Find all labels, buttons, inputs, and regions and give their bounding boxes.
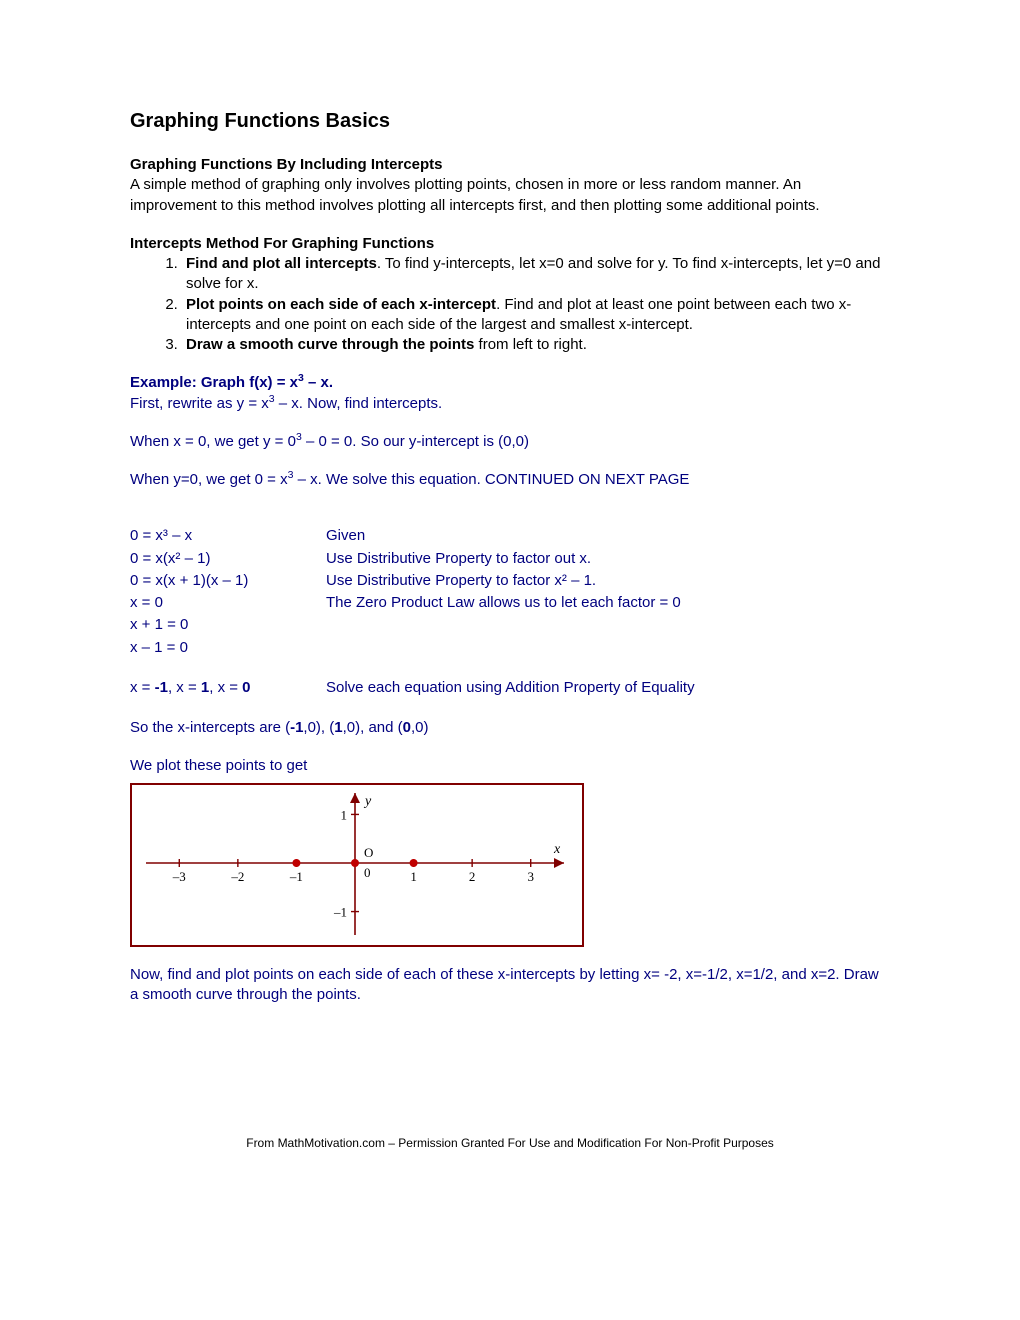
graph-svg: –3 –2 –1 1 2 3 0 O –1 1 x y [132, 785, 582, 945]
svg-text:3: 3 [527, 869, 534, 884]
step-3: Draw a smooth curve through the points f… [182, 335, 890, 355]
svg-text:–3: –3 [172, 869, 186, 884]
svg-text:O: O [364, 845, 373, 860]
svg-text:–1: –1 [289, 869, 303, 884]
page-title: Graphing Functions Basics [130, 110, 890, 133]
example-line-2: When x = 0, we get y = 03 – 0 = 0. So ou… [130, 432, 890, 452]
svg-text:0: 0 [364, 865, 371, 880]
equation-table: 0 = x³ – xGiven 0 = x(x² – 1)Use Distrib… [130, 526, 687, 660]
page-footer: From MathMotivation.com – Permission Gra… [130, 1135, 890, 1151]
eq-row: 0 = x(x + 1)(x – 1)Use Distributive Prop… [130, 571, 687, 593]
section1-heading: Graphing Functions By Including Intercep… [130, 155, 890, 175]
eq-row: x = 0The Zero Product Law allows us to l… [130, 593, 687, 615]
svg-text:1: 1 [410, 869, 417, 884]
svg-text:2: 2 [469, 869, 476, 884]
eq-row: 0 = x³ – xGiven [130, 526, 687, 548]
section2-heading: Intercepts Method For Graphing Functions [130, 234, 890, 254]
page-content: Graphing Functions Basics Graphing Funct… [0, 0, 1020, 1191]
svg-text:x: x [553, 842, 561, 857]
example-heading: Example: Graph f(x) = x3 – x. [130, 373, 890, 393]
svg-text:y: y [363, 794, 372, 809]
solution-line: x = -1, x = 1, x = 0 Solve each equation… [130, 678, 701, 700]
section1-body: A simple method of graphing only involve… [130, 175, 890, 216]
plot-line: We plot these points to get [130, 756, 890, 776]
svg-text:–1: –1 [333, 904, 347, 919]
eq-row: 0 = x(x² – 1)Use Distributive Property t… [130, 549, 687, 571]
step-1: Find and plot all intercepts. To find y-… [182, 254, 890, 295]
graph-figure: –3 –2 –1 1 2 3 0 O –1 1 x y [130, 783, 584, 947]
svg-text:1: 1 [341, 807, 348, 822]
method-steps-list: Find and plot all intercepts. To find y-… [160, 254, 890, 355]
example-line-3: When y=0, we get 0 = x3 – x. We solve th… [130, 470, 890, 490]
eq-row: x + 1 = 0 [130, 615, 687, 637]
eq-row: x – 1 = 0 [130, 638, 687, 660]
intercepts-line: So the x-intercepts are (-1,0), (1,0), a… [130, 718, 890, 738]
after-graph-text: Now, find and plot points on each side o… [130, 965, 890, 1006]
example-line-1: First, rewrite as y = x3 – x. Now, find … [130, 394, 890, 414]
svg-text:–2: –2 [230, 869, 244, 884]
step-2: Plot points on each side of each x-inter… [182, 295, 890, 336]
